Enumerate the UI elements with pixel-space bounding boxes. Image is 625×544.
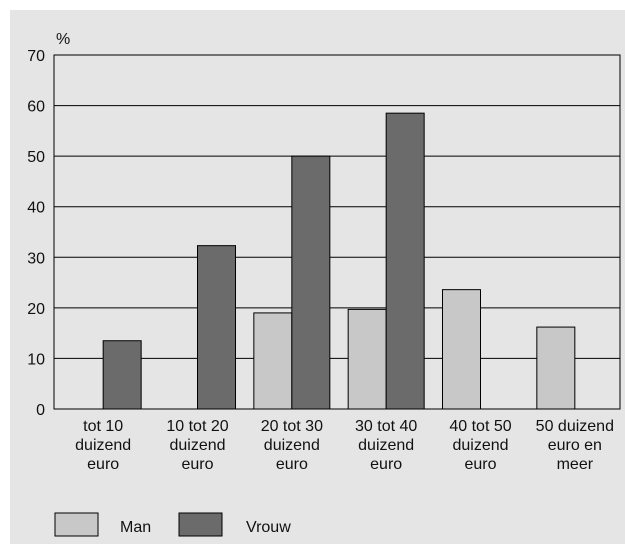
bar-vrouw-2 <box>291 155 331 410</box>
x-tick-label: 40 tot 50 <box>449 418 511 435</box>
y-axis-label: % <box>56 31 70 48</box>
plot-area <box>54 55 620 409</box>
x-tick-label: euro <box>370 456 402 473</box>
y-axis-ticks: 0 10 20 30 40 50 60 70 <box>27 48 45 419</box>
y-tick-label: 20 <box>27 301 45 318</box>
legend-swatch-vrouw <box>178 512 223 537</box>
y-tick-label: 70 <box>27 48 45 65</box>
plot-frame <box>53 54 621 410</box>
x-tick-label: duizend <box>358 437 414 454</box>
y-tick-label: 60 <box>27 99 45 116</box>
x-tick-label: tot 10 <box>83 418 123 435</box>
x-tick-label: 30 tot 40 <box>355 418 417 435</box>
x-tick-label: euro en <box>548 437 602 454</box>
bar-man-5 <box>536 326 576 410</box>
gridlines <box>54 105 620 359</box>
bar-man-4 <box>442 289 481 410</box>
x-tick-label: duizend <box>264 437 320 454</box>
legend: Man Vrouw <box>54 512 291 537</box>
y-tick-label: 0 <box>36 402 45 419</box>
x-tick-label: euro <box>276 456 308 473</box>
x-tick-label: euro <box>181 456 213 473</box>
y-tick-label: 30 <box>27 250 45 267</box>
top-strip <box>0 0 625 10</box>
x-tick-label: duizend <box>452 437 508 454</box>
bars <box>102 112 576 410</box>
x-tick-label: duizend <box>75 437 131 454</box>
x-tick-label: 10 tot 20 <box>166 418 228 435</box>
x-tick-label: 20 tot 30 <box>261 418 323 435</box>
x-tick-label: meer <box>557 456 594 473</box>
x-tick-label: euro <box>464 456 496 473</box>
y-tick-label: 10 <box>27 351 45 368</box>
x-tick-label: duizend <box>169 437 225 454</box>
x-tick-label: euro <box>87 456 119 473</box>
y-tick-label: 40 <box>27 200 45 217</box>
bar-vrouw-0 <box>102 340 142 410</box>
bar-vrouw-1 <box>197 245 236 410</box>
x-axis-labels: tot 10 duizend euro 10 tot 20 duizend euro 20 … <box>75 418 614 473</box>
bar-man-2 <box>253 312 293 410</box>
y-tick-label: 50 <box>27 149 45 166</box>
legend-label-man: Man <box>120 519 151 536</box>
bar-vrouw-3 <box>385 112 425 410</box>
x-tick-label: 50 duizend <box>536 418 614 435</box>
legend-swatch-man <box>54 512 99 537</box>
bar-man-3 <box>347 308 387 410</box>
legend-label-vrouw: Vrouw <box>246 519 291 536</box>
